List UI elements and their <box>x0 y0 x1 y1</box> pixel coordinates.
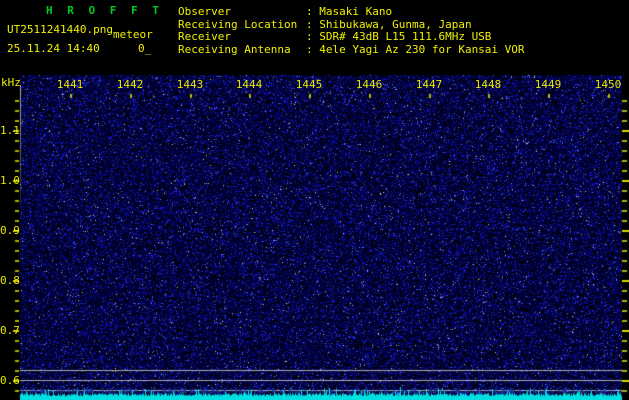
echo-counter: 0_ <box>138 42 152 55</box>
x-tick-label: 1447 <box>415 78 443 91</box>
y-axis-unit-label: kHz <box>1 76 21 89</box>
info-row: Observer : Masaki Kano <box>0 5 629 18</box>
info-row: Receiving Location : Shibukawa, Gunma, Ja… <box>0 17 629 31</box>
x-tick-label: 1444 <box>235 78 263 91</box>
info-row-label: Receiving Antenna <box>178 42 291 56</box>
info-row-label: Observer <box>178 5 231 18</box>
y-tick-label: 1.1 <box>0 124 20 137</box>
x-tick-label: 1449 <box>534 78 562 91</box>
x-tick-label: 1441 <box>56 78 84 91</box>
info-row-value: : 4ele Yagi Az 230 for Kansai VOR <box>306 42 525 56</box>
y-tick-label: 0.8 <box>0 274 20 287</box>
x-tick-label: 1446 <box>355 78 383 91</box>
y-tick-label: 0.7 <box>0 324 20 337</box>
observation-datetime: 25.11.24 14:40 <box>7 42 100 55</box>
info-row-value: : SDR# 43dB L15 111.6MHz USB <box>306 30 492 44</box>
x-tick-label: 1450 <box>594 78 622 91</box>
y-tick-label: 1.0 <box>0 174 20 187</box>
x-tick-label: 1443 <box>176 78 204 91</box>
x-tick-label: 1442 <box>116 78 144 91</box>
output-filename: UT2511241440.png <box>7 23 113 36</box>
y-tick-label: 0.6 <box>0 374 20 387</box>
x-tick-label: 1448 <box>474 78 502 91</box>
info-row-label: Receiving Location <box>178 17 298 31</box>
info-row-value: : Shibukawa, Gunma, Japan <box>306 17 472 31</box>
x-tick-label: 1445 <box>295 78 323 91</box>
station-name: meteor <box>113 28 154 41</box>
info-row-label: Receiver <box>178 30 231 44</box>
app-title: H R O F F T <box>46 4 163 17</box>
y-tick-label: 0.9 <box>0 224 20 237</box>
info-row: Receiving Antenna : 4ele Yagi Az 230 for … <box>0 42 629 56</box>
info-row: Receiver : SDR# 43dB L15 111.6MHz USB <box>0 30 629 44</box>
info-row-value: : Masaki Kano <box>306 5 393 18</box>
